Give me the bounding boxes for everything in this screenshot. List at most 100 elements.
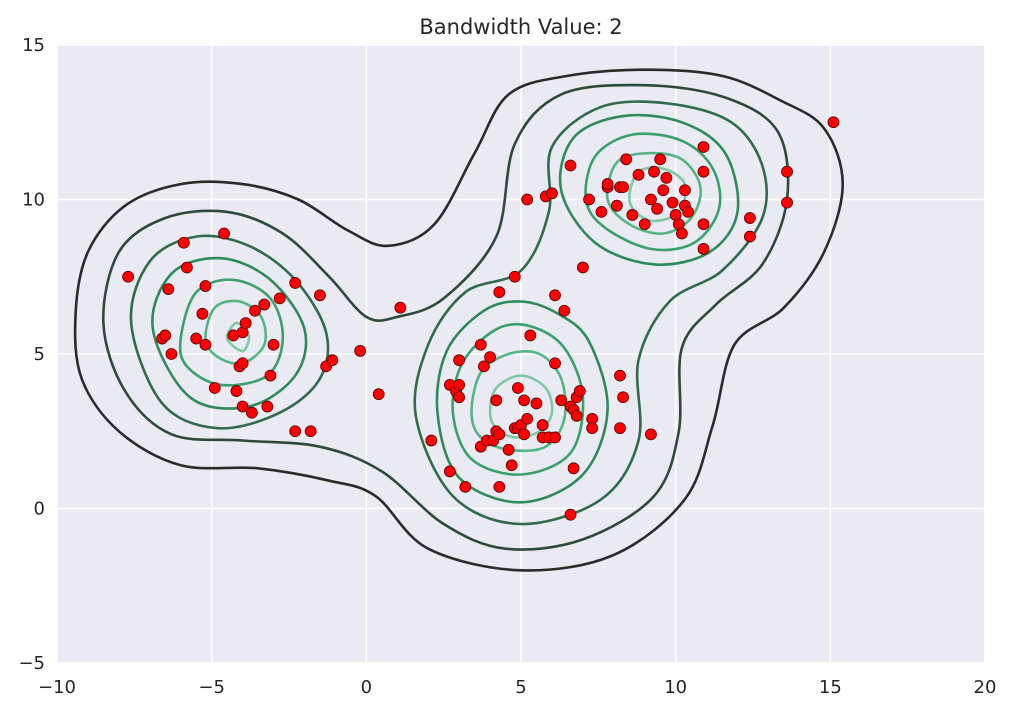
data-point — [453, 378, 466, 391]
data-point — [583, 193, 595, 206]
data-point — [549, 357, 561, 370]
data-point — [177, 236, 190, 249]
data-point — [502, 443, 515, 456]
contour-line-level-1 — [73, 68, 844, 572]
data-point — [289, 425, 302, 438]
x-tick-label: 5 — [515, 677, 526, 698]
contour-line-level-4 — [435, 300, 609, 504]
data-point — [586, 422, 599, 435]
chart-title: Bandwidth Value: 2 — [419, 15, 622, 39]
data-point — [524, 329, 537, 342]
data-point — [660, 171, 673, 184]
data-point — [261, 400, 274, 413]
data-point — [573, 385, 586, 397]
data-point — [267, 338, 280, 351]
y-tick-label: 10 — [22, 190, 45, 211]
data-point — [614, 369, 626, 382]
contour-line-level-6 — [204, 299, 268, 366]
data-point — [208, 382, 221, 394]
data-point — [453, 391, 466, 404]
data-point — [617, 181, 629, 194]
data-point — [162, 283, 175, 296]
data-point — [165, 348, 178, 360]
data-point — [679, 184, 691, 197]
data-point — [326, 354, 339, 367]
data-point — [617, 391, 629, 404]
data-point — [570, 409, 583, 422]
data-point — [626, 209, 639, 221]
data-point — [601, 178, 614, 190]
data-point — [682, 205, 694, 218]
data-point — [638, 218, 651, 231]
data-point — [651, 202, 664, 215]
data-point — [558, 304, 571, 317]
contour-line-level-4 — [558, 113, 740, 266]
data-point — [264, 369, 277, 382]
x-tick-label: 10 — [664, 677, 687, 698]
data-point — [744, 230, 756, 243]
data-point — [493, 480, 506, 493]
data-point — [632, 168, 645, 181]
contour-line-level-5 — [584, 132, 722, 252]
data-point — [236, 357, 249, 370]
y-tick-label: 0 — [34, 499, 45, 520]
x-tick-label: −10 — [38, 677, 76, 698]
x-tick-label: 0 — [361, 677, 372, 698]
data-point — [549, 431, 561, 444]
data-point — [549, 289, 561, 302]
data-point — [555, 394, 568, 407]
data-point — [190, 332, 203, 345]
data-point — [697, 165, 710, 178]
data-point — [666, 196, 679, 209]
data-point — [645, 193, 657, 206]
data-point — [425, 434, 438, 447]
y-axis: −5 0 5 10 15 — [18, 35, 45, 674]
data-point — [459, 480, 472, 493]
data-point — [827, 116, 840, 129]
data-point — [196, 307, 209, 320]
data-point — [484, 351, 496, 363]
data-point — [249, 304, 261, 317]
y-tick-label: −5 — [18, 653, 45, 674]
data-point — [781, 165, 793, 178]
data-point — [521, 193, 534, 206]
data-point — [546, 187, 558, 200]
data-point — [273, 292, 286, 305]
data-point — [245, 406, 258, 419]
data-point — [521, 412, 534, 425]
data-point — [159, 329, 172, 342]
data-point — [697, 141, 710, 153]
data-point — [372, 388, 385, 401]
data-point — [230, 385, 243, 397]
data-point — [564, 159, 577, 172]
contour-line-level-3 — [413, 100, 769, 526]
data-point — [781, 196, 793, 209]
data-point — [493, 286, 506, 299]
data-point — [314, 289, 326, 302]
grid-lines — [56, 44, 986, 664]
data-point — [443, 465, 456, 478]
y-tick-label: 15 — [22, 35, 45, 56]
data-point — [648, 165, 660, 178]
data-point — [512, 382, 524, 394]
data-point — [518, 428, 530, 441]
data-point — [675, 227, 688, 240]
data-point — [493, 428, 506, 441]
data-point — [453, 354, 466, 367]
x-tick-label: −5 — [198, 677, 225, 698]
data-point — [576, 261, 589, 274]
data-point — [564, 508, 577, 521]
data-point — [657, 184, 670, 197]
contour-line-level-7 — [225, 321, 251, 353]
data-point — [477, 360, 490, 373]
data-point — [304, 425, 317, 438]
data-point — [474, 338, 487, 351]
data-point — [218, 227, 230, 240]
data-point — [239, 317, 252, 330]
data-point — [505, 459, 518, 472]
data-point — [490, 394, 503, 407]
data-point — [567, 462, 580, 475]
y-tick-label: 5 — [34, 344, 45, 365]
data-point — [645, 428, 657, 441]
